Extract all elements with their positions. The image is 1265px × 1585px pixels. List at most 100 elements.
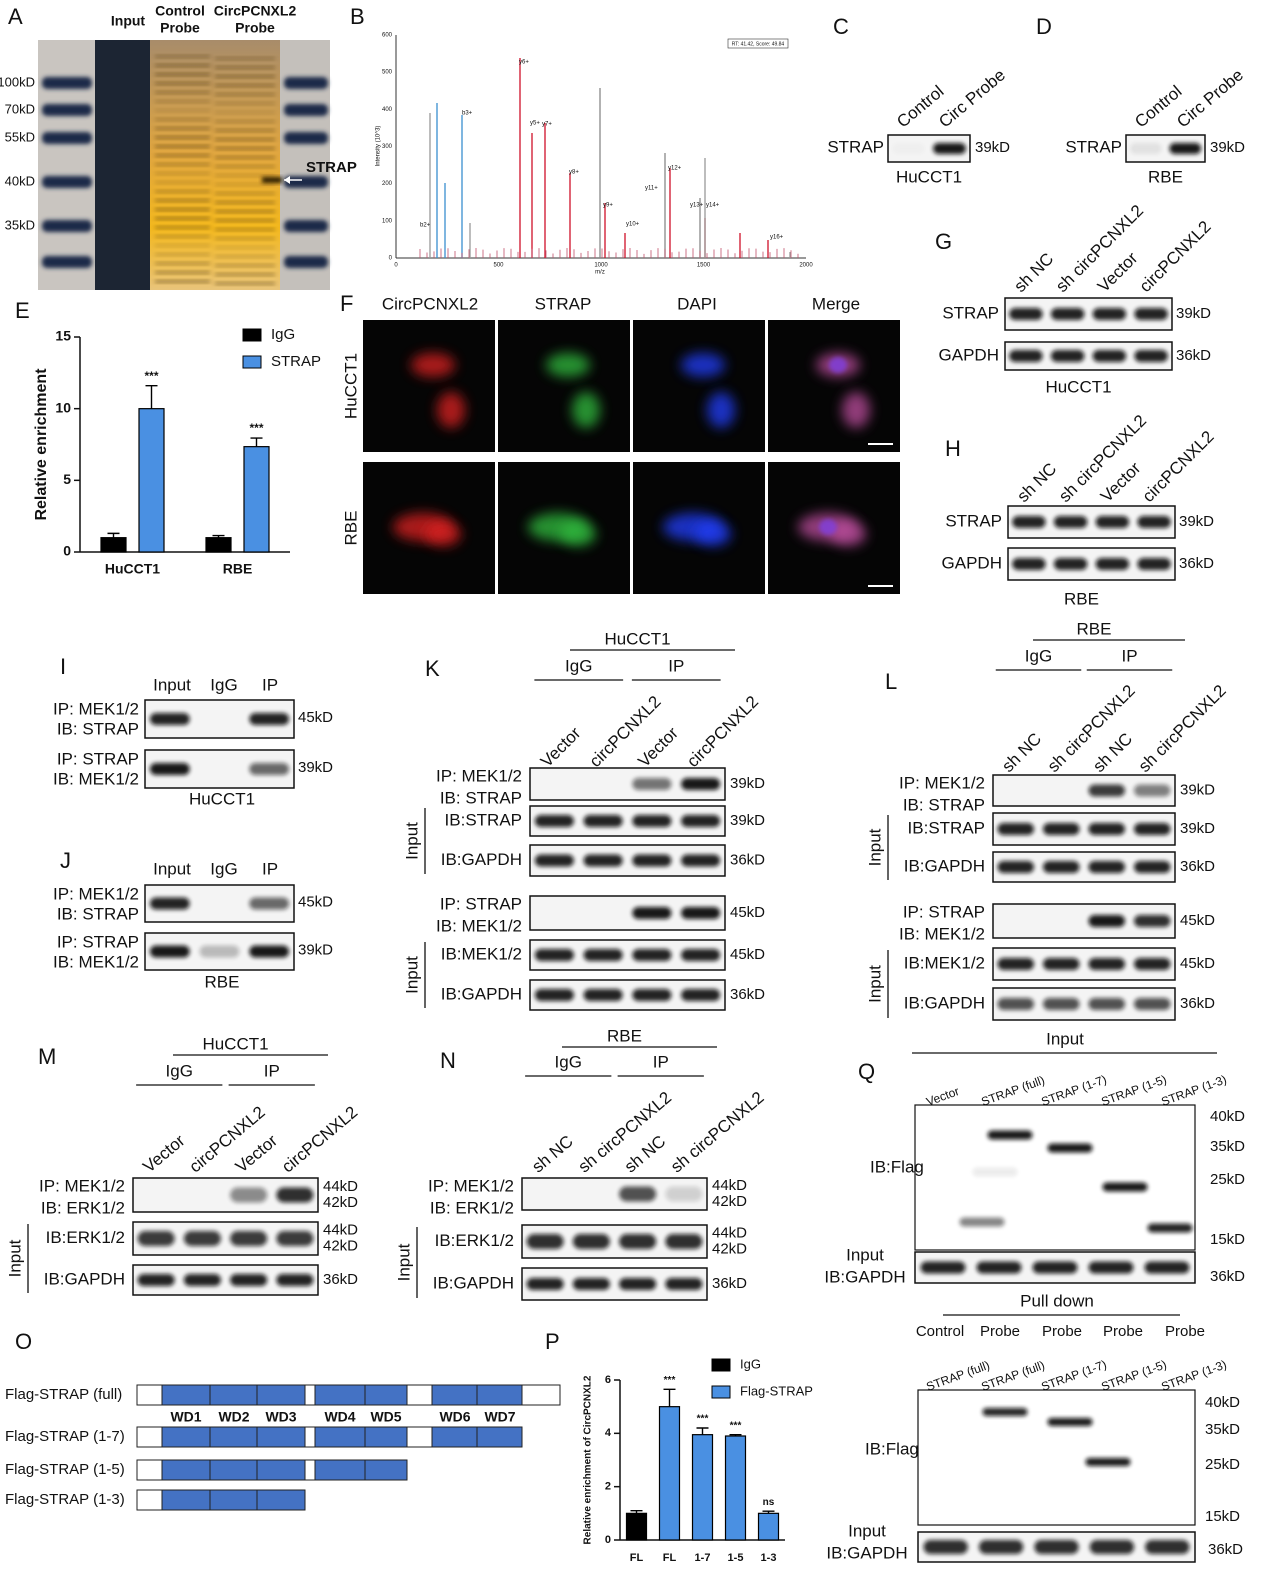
y-tick-label: 0 bbox=[605, 1534, 611, 1546]
label: 500 bbox=[382, 70, 393, 76]
band bbox=[572, 1234, 610, 1249]
band bbox=[1043, 958, 1080, 970]
error-bar bbox=[762, 1510, 775, 1514]
panel-letter: J bbox=[60, 848, 71, 873]
label: IB:GAPDH bbox=[824, 1267, 905, 1286]
error-bar bbox=[250, 437, 263, 447]
y-axis-label: Relative enrichment of CircPCNXL2 bbox=[583, 1375, 594, 1544]
gel-band bbox=[215, 102, 275, 105]
gel-band bbox=[155, 172, 210, 175]
band bbox=[1089, 1540, 1135, 1554]
label: IP: STRAP bbox=[57, 932, 139, 951]
label: IgG bbox=[210, 859, 237, 878]
band bbox=[920, 1261, 966, 1274]
bar bbox=[658, 1406, 681, 1541]
band bbox=[978, 1540, 1024, 1554]
significance: *** bbox=[249, 421, 263, 435]
gel-band bbox=[215, 282, 275, 285]
domain bbox=[256, 1459, 306, 1481]
band bbox=[583, 815, 623, 827]
label: HuCCT1 bbox=[341, 353, 360, 419]
label: IB: MEK1/2 bbox=[53, 952, 139, 971]
label: Intensity (10^3) bbox=[376, 126, 382, 167]
band bbox=[681, 989, 721, 1001]
band bbox=[632, 989, 672, 1001]
label: IB: STRAP bbox=[903, 795, 985, 814]
label: IP bbox=[668, 656, 684, 675]
bar bbox=[205, 537, 232, 553]
panel-letter: N bbox=[440, 1048, 456, 1073]
band bbox=[1102, 1182, 1148, 1192]
domain bbox=[476, 1384, 523, 1406]
gel-band bbox=[215, 255, 275, 258]
band bbox=[1088, 958, 1125, 970]
label: IB: MEK1/2 bbox=[53, 769, 139, 788]
band bbox=[149, 945, 190, 958]
label: 0 bbox=[394, 263, 398, 269]
band bbox=[249, 713, 290, 725]
label: IP: MEK1/2 bbox=[53, 699, 139, 718]
peak-label: y8+ bbox=[569, 170, 579, 176]
label: sh NC bbox=[1013, 459, 1060, 506]
bar bbox=[691, 1434, 714, 1541]
band bbox=[1088, 861, 1125, 873]
panel-letter: L bbox=[885, 669, 897, 694]
panel-letter: A bbox=[8, 4, 23, 29]
error-bar bbox=[107, 532, 120, 538]
band bbox=[665, 1234, 703, 1249]
label: circPCNXL2 bbox=[1139, 427, 1218, 506]
gel-band bbox=[215, 66, 275, 69]
label: 36kD bbox=[1179, 555, 1214, 572]
band bbox=[1047, 1418, 1093, 1426]
band bbox=[1144, 1261, 1190, 1274]
band bbox=[1034, 1540, 1079, 1554]
peak-label: y12+ bbox=[668, 166, 682, 172]
label: Merge bbox=[812, 294, 860, 313]
cell bbox=[560, 522, 596, 546]
nucleus bbox=[829, 357, 847, 373]
band bbox=[1012, 558, 1046, 570]
band bbox=[665, 1278, 703, 1290]
ladder-band bbox=[284, 104, 328, 116]
label: IP bbox=[1121, 646, 1137, 665]
label: IB: STRAP bbox=[440, 788, 522, 807]
label: 36kD bbox=[1208, 1541, 1243, 1558]
error-bar bbox=[729, 1433, 742, 1436]
label: IP: MEK1/2 bbox=[39, 1176, 125, 1195]
band bbox=[1092, 308, 1127, 320]
band bbox=[230, 1187, 268, 1203]
gel-band bbox=[155, 100, 210, 103]
significance: *** bbox=[664, 1375, 676, 1386]
domain bbox=[256, 1489, 306, 1511]
band bbox=[1053, 558, 1088, 570]
significance: ns bbox=[763, 1497, 775, 1508]
ladder-band bbox=[284, 220, 328, 232]
gel-band bbox=[215, 84, 275, 87]
label: 600 bbox=[382, 33, 393, 39]
label: IB:MEK1/2 bbox=[441, 944, 522, 963]
label: 45kD bbox=[730, 946, 765, 963]
band bbox=[534, 854, 574, 867]
linker bbox=[136, 1459, 163, 1481]
label: WD2 bbox=[218, 1409, 249, 1425]
label: STRAP (1-7) bbox=[1039, 1357, 1108, 1394]
band bbox=[1134, 823, 1171, 835]
ladder-band bbox=[42, 256, 92, 268]
gel-band bbox=[155, 199, 210, 202]
label: HuCCT1 bbox=[1045, 377, 1111, 396]
x-tick-label: 1-7 bbox=[695, 1552, 711, 1564]
label: 100 bbox=[382, 218, 393, 224]
bar bbox=[724, 1435, 747, 1541]
panel-letter: Q bbox=[858, 1059, 875, 1084]
domain bbox=[161, 1489, 211, 1511]
band bbox=[137, 1274, 175, 1286]
band bbox=[632, 815, 672, 827]
band bbox=[183, 1231, 221, 1246]
peak-label: y16+ bbox=[770, 235, 784, 241]
band bbox=[923, 1540, 968, 1554]
label: 42kD bbox=[323, 1237, 358, 1254]
label: Input bbox=[848, 1521, 886, 1540]
label: Probe bbox=[235, 20, 275, 36]
label: Circ Probe bbox=[935, 65, 1009, 131]
gel-band bbox=[155, 127, 210, 130]
